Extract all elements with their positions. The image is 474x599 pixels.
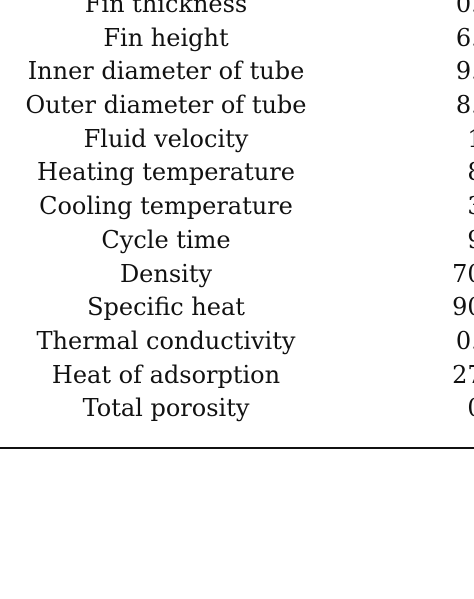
table-row: Outer diameter of tube 8.3 <box>0 89 474 123</box>
parameter-name: Thermal conductivity <box>36 326 296 355</box>
parameter-name: Fin thickness <box>84 0 248 18</box>
parameter-name: Cooling temperature <box>39 192 293 221</box>
parameter-value: 8 <box>360 156 474 190</box>
parameter-value: 3 <box>360 190 474 224</box>
table-bottom-rule <box>0 447 474 449</box>
parameter-name: Density <box>119 259 213 288</box>
parameter-name: Specific heat <box>87 293 245 322</box>
table-row: Fin height 6.8 <box>0 22 474 56</box>
parameter-name: Outer diameter of tube <box>25 91 307 120</box>
parameter-value: 6.8 <box>455 23 474 52</box>
table-row: Cooling temperature 3 <box>0 190 474 224</box>
parameter-value: 0.0 <box>455 0 474 18</box>
table-row: Thermal conductivity 0.2 <box>0 325 474 359</box>
parameter-name: Total porosity <box>82 394 250 423</box>
table-row: Cycle time 9 <box>0 224 474 258</box>
parameter-name: Fluid velocity <box>83 124 249 153</box>
parameter-value: 0.2 <box>455 326 474 355</box>
table-row: Inner diameter of tube 9.0 <box>0 55 474 89</box>
table-row: Density 700 <box>0 258 474 292</box>
parameter-value: 900 <box>452 293 474 322</box>
parameter-value: 9 <box>360 224 474 258</box>
parameter-name: Cycle time <box>101 225 231 254</box>
parameter-value: 8.3 <box>455 91 474 120</box>
table-row: Heat of adsorption 276 <box>0 359 474 393</box>
parameter-name: Heat of adsorption <box>51 360 281 389</box>
parameter-value: 1 <box>360 123 474 157</box>
parameter-table: Fin thickness 0.0 Fin height 6.8 Inner d… <box>0 0 474 426</box>
table-row: Heating temperature 8 <box>0 156 474 190</box>
parameter-name: Fin height <box>103 23 229 52</box>
table-row: Total porosity 0 <box>0 392 474 426</box>
table-row: Fluid velocity 1 <box>0 123 474 157</box>
parameter-value: 9.0 <box>455 57 474 86</box>
table-row: Specific heat 900 <box>0 291 474 325</box>
parameter-value: 700 <box>452 259 474 288</box>
parameter-value: 0 <box>360 392 474 426</box>
parameter-name: Inner diameter of tube <box>27 57 305 86</box>
parameter-value: 276 <box>452 360 474 389</box>
table-row: Fin thickness 0.0 <box>0 0 474 22</box>
parameter-name: Heating temperature <box>37 158 295 187</box>
